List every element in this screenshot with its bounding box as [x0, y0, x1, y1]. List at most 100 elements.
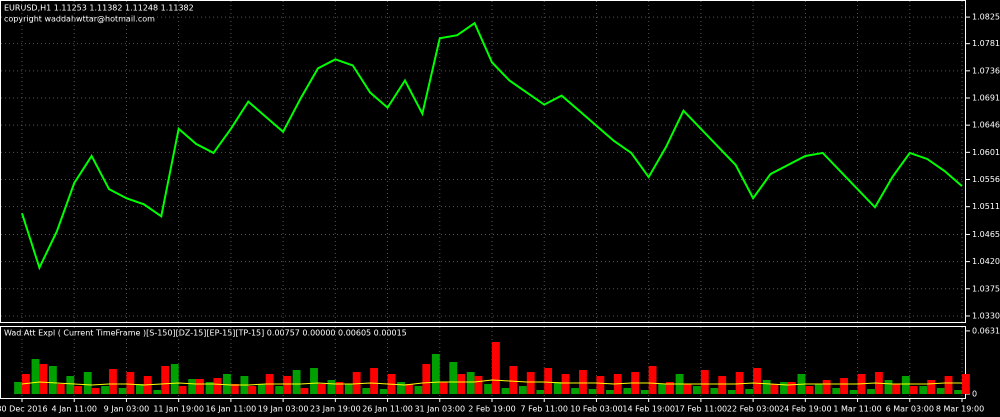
histogram-bar — [770, 384, 779, 394]
histogram-bar — [466, 372, 475, 394]
histogram-bar — [927, 380, 936, 394]
histogram-bar — [362, 388, 371, 394]
x-tick-label: 24 Feb 19:00 — [779, 405, 831, 414]
x-tick-label: 9 Jan 03:00 — [104, 405, 150, 414]
histogram-bar — [892, 384, 901, 394]
x-tick-label: 19 Jan 03:00 — [258, 405, 309, 414]
histogram-bar — [640, 390, 649, 394]
y-tick-label: 1.06010 — [972, 148, 1000, 157]
histogram-bar — [884, 380, 893, 394]
histogram-bar — [596, 376, 605, 394]
histogram-bar — [56, 384, 65, 394]
x-tick-label: 14 Feb 19:00 — [622, 405, 674, 414]
histogram-bar — [658, 384, 667, 394]
price-line — [21, 21, 963, 271]
histogram-bar — [832, 388, 841, 394]
histogram-bar — [126, 372, 135, 394]
histogram-bar — [344, 384, 353, 394]
histogram-bar — [954, 390, 962, 394]
histogram-bar — [683, 384, 692, 394]
histogram-bar — [814, 384, 823, 394]
histogram-bar — [404, 384, 413, 394]
histogram-bar — [439, 382, 448, 394]
histogram-bar — [909, 386, 918, 394]
histogram-bar — [223, 374, 231, 394]
histogram-bar — [962, 374, 970, 394]
histogram-bar — [101, 386, 110, 394]
histogram-bar — [317, 384, 326, 394]
histogram-bar — [431, 354, 440, 394]
histogram-bar — [205, 382, 214, 394]
y-tick-label: 1.04650 — [972, 230, 1000, 239]
histogram-bar — [335, 382, 344, 394]
histogram-bar — [484, 384, 492, 394]
histogram-bar — [666, 382, 674, 394]
y-tick-label: 1.06910 — [972, 94, 1000, 103]
histogram-bar — [710, 388, 719, 394]
x-tick-label: 22 Feb 03:00 — [727, 405, 779, 414]
histogram-bar — [196, 379, 204, 394]
histogram-bar — [553, 382, 562, 394]
y-tick-label: 1.04200 — [972, 257, 1000, 266]
symbol-info: EURUSD,H1 1.11253 1.11382 1.11248 1.1138… — [4, 4, 194, 13]
histogram-bar — [919, 386, 928, 394]
histogram-bar — [745, 389, 754, 394]
histogram-bar — [805, 386, 814, 394]
histogram-bar — [457, 374, 466, 394]
histogram-bar — [230, 384, 239, 394]
histogram-bar — [693, 386, 701, 394]
histogram-bar — [66, 376, 75, 394]
x-tick-label: 11 Jan 19:00 — [153, 405, 204, 414]
histogram-bar — [944, 376, 953, 394]
histogram-bar — [118, 388, 127, 394]
histogram-bar — [283, 376, 291, 394]
histogram-bar — [822, 380, 831, 394]
histogram-bar — [310, 368, 318, 394]
x-tick-label: 30 Dec 2016 — [0, 405, 48, 414]
histogram-bar — [735, 372, 744, 394]
histogram-bar — [700, 370, 709, 394]
x-tick-label: 31 Jan 03:00 — [414, 405, 465, 414]
histogram-bar — [161, 366, 170, 394]
histogram-bar — [718, 376, 727, 394]
histogram-bar — [275, 386, 284, 394]
y-tick-label: 1.07360 — [972, 66, 1000, 75]
histogram-bar — [762, 380, 771, 394]
histogram-bar — [492, 342, 500, 394]
x-tick-label: 10 Feb 03:00 — [570, 405, 622, 414]
y-tick-label: 1.08250 — [972, 13, 1000, 22]
x-tick-label: 4 Jan 11:00 — [51, 405, 97, 414]
histogram-bar — [867, 389, 875, 394]
y-tick-label: 1.03300 — [972, 311, 1000, 320]
histogram-bar — [579, 370, 587, 394]
histogram-bar — [648, 366, 657, 394]
histogram-bar — [449, 362, 458, 394]
histogram-bar — [623, 388, 632, 394]
signal-line — [21, 379, 962, 386]
histogram-bar — [936, 388, 945, 394]
histogram-bar — [780, 382, 788, 394]
histogram-bar — [248, 386, 257, 394]
x-tick-label: 8 Mar 19:00 — [936, 405, 984, 414]
histogram-bar — [606, 390, 614, 394]
histogram-bar — [370, 368, 378, 394]
y-tick-label: 1.06460 — [972, 121, 1000, 130]
histogram-bar — [379, 389, 388, 394]
histogram-bar — [509, 366, 518, 394]
histogram-bar — [518, 386, 527, 394]
histogram-bar — [544, 368, 553, 394]
histogram-bar — [588, 389, 597, 394]
histogram-bar — [526, 372, 535, 394]
x-tick-label: 17 Feb 11:00 — [675, 405, 727, 414]
histogram-bar — [136, 384, 144, 394]
histogram-bar — [14, 382, 22, 394]
x-tick-label: 1 Mar 11:00 — [833, 405, 881, 414]
histogram-bar — [83, 372, 92, 394]
histogram-bar — [787, 382, 796, 394]
histogram-bar — [74, 386, 83, 394]
histogram-bar — [48, 366, 57, 394]
histogram-bar — [561, 374, 570, 394]
histogram-bar — [292, 370, 301, 394]
